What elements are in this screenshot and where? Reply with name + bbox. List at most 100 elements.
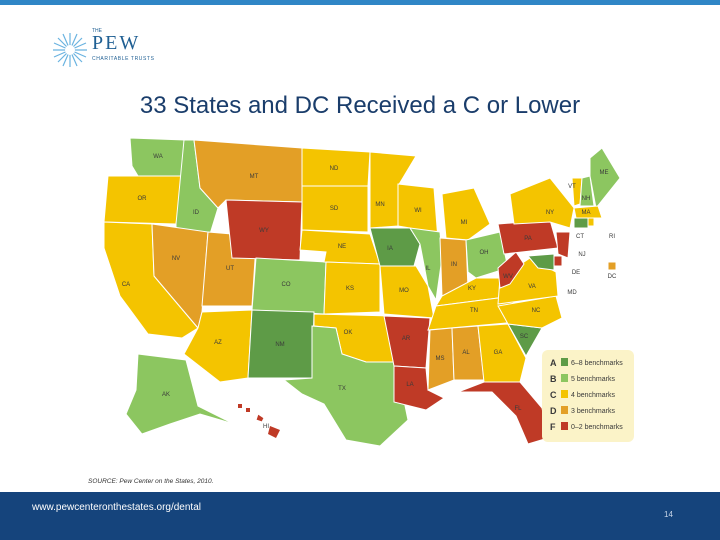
state-ga xyxy=(477,323,527,383)
state-label-il: IL xyxy=(425,266,431,272)
state-label-nd: ND xyxy=(330,166,339,172)
state-label-hi: HI xyxy=(263,424,269,430)
state-label-tn: TN xyxy=(470,308,478,314)
legend-grade-d: D xyxy=(550,406,557,416)
legend-grade-a: A xyxy=(550,358,557,368)
state-ia xyxy=(369,227,421,267)
state-label-nh: NH xyxy=(582,196,591,202)
state-hi-island-3 xyxy=(268,426,280,438)
state-label-ut: UT xyxy=(226,266,234,272)
state-ne xyxy=(299,229,381,265)
state-label-nj: NJ xyxy=(578,252,585,258)
state-label-ms: MS xyxy=(436,356,445,362)
state-label-dc: DC xyxy=(608,274,617,280)
legend-swatch-a xyxy=(561,358,568,366)
state-wv xyxy=(497,251,525,289)
top-accent-bar xyxy=(0,0,720,5)
sunburst-icon xyxy=(53,33,87,67)
state-label-ca: CA xyxy=(122,282,130,288)
state-label-mt: MT xyxy=(250,174,259,180)
state-il xyxy=(409,227,443,302)
legend-swatch-c xyxy=(561,390,568,398)
logo-prefix: THE xyxy=(92,28,102,34)
logo-wordmark: PEW xyxy=(92,32,141,54)
map-svg: WAORCAIDNVUTAZMTWYCONMNDSDNEKSOKTXMNIAMO… xyxy=(103,137,634,447)
state-ri xyxy=(587,217,595,227)
legend-text-b: 5 benchmarks xyxy=(571,376,615,383)
page-number: 14 xyxy=(664,510,673,519)
state-label-de: DE xyxy=(572,270,580,276)
state-label-az: AZ xyxy=(214,340,222,346)
state-ct xyxy=(573,217,589,229)
state-label-mi: MI xyxy=(461,220,468,226)
state-label-mn: MN xyxy=(375,202,384,208)
state-label-id: ID xyxy=(193,210,200,216)
legend-text-a: 6–8 benchmarks xyxy=(571,360,623,367)
state-tx xyxy=(282,325,409,447)
source-note: SOURCE: Pew Center on the States, 2010. xyxy=(88,478,214,485)
legend-text-c: 4 benchmarks xyxy=(571,392,615,399)
state-wy xyxy=(225,199,303,261)
slide-title: 33 States and DC Received a C or Lower xyxy=(139,92,581,119)
state-ak xyxy=(125,353,235,435)
legend-swatch-b xyxy=(561,374,568,382)
state-label-ma: MA xyxy=(582,210,591,216)
state-label-ak: AK xyxy=(162,392,170,398)
state-label-al: AL xyxy=(462,350,470,356)
state-label-ky: KY xyxy=(468,286,476,292)
us-grade-map: WA OR CA ID NV UT AZ MT WY CO NM ND SD NE KS OK TX MN IA MO… xyxy=(80,128,640,491)
state-sd xyxy=(301,185,369,233)
state-ks xyxy=(323,261,381,315)
state-label-wy: WY xyxy=(259,228,269,234)
logo-tagline: CHARITABLE TRUSTS xyxy=(92,56,155,62)
state-label-ri: RI xyxy=(609,234,615,240)
footer-url[interactable]: www.pewcenteronthestates.org/dental xyxy=(32,502,201,513)
state-hi xyxy=(255,413,265,423)
state-label-or: OR xyxy=(138,196,148,202)
state-label-mo: MO xyxy=(399,288,409,294)
state-label-ne: NE xyxy=(338,244,346,250)
state-label-la: LA xyxy=(406,382,413,388)
state-label-sd: SD xyxy=(330,206,339,212)
state-label-co: CO xyxy=(282,282,291,288)
state-label-ar: AR xyxy=(402,336,411,342)
state-label-pa: PA xyxy=(524,236,532,242)
state-label-ct: CT xyxy=(576,234,584,240)
state-label-sc: SC xyxy=(520,334,529,340)
pew-logo: THE PEW CHARITABLE TRUSTS xyxy=(52,28,162,70)
state-la xyxy=(393,365,445,411)
state-label-wa: WA xyxy=(153,154,162,160)
legend-text-f: 0–2 benchmarks xyxy=(571,424,623,431)
state-label-ny: NY xyxy=(546,210,554,216)
state-label-nc: NC xyxy=(532,308,541,314)
state-mo xyxy=(379,265,435,319)
state-label-ia: IA xyxy=(387,246,393,252)
footer-bar: www.pewcenteronthestates.org/dental 14 xyxy=(0,492,720,540)
legend-swatch-f xyxy=(561,422,568,430)
legend-grade-c: C xyxy=(550,390,557,400)
state-fl xyxy=(457,381,549,445)
state-label-nv: NV xyxy=(172,256,180,262)
state-label-in: IN xyxy=(451,262,457,268)
state-label-ok: OK xyxy=(344,330,353,336)
state-label-wv: WV xyxy=(503,274,513,280)
state-nj xyxy=(555,231,571,259)
map-legend: A 6–8 benchmarks B 5 benchmarks C 4 benchmark… xyxy=(542,350,634,442)
state-mt xyxy=(193,139,303,209)
state-label-nm: NM xyxy=(275,342,284,348)
state-label-fl: FL xyxy=(514,406,522,412)
state-oh xyxy=(465,231,509,279)
state-label-ga: GA xyxy=(494,350,503,356)
state-mi xyxy=(441,187,491,241)
state-ny xyxy=(509,177,575,229)
state-me xyxy=(589,147,621,210)
state-label-tx: TX xyxy=(338,386,346,392)
state-de xyxy=(553,255,563,267)
legend-background xyxy=(542,350,634,442)
state-md xyxy=(526,253,555,271)
state-hi-island-2 xyxy=(246,408,250,412)
legend-grade-b: B xyxy=(550,374,557,384)
state-label-me: ME xyxy=(600,170,609,176)
state-ma xyxy=(573,205,603,219)
states-layer xyxy=(103,137,621,447)
